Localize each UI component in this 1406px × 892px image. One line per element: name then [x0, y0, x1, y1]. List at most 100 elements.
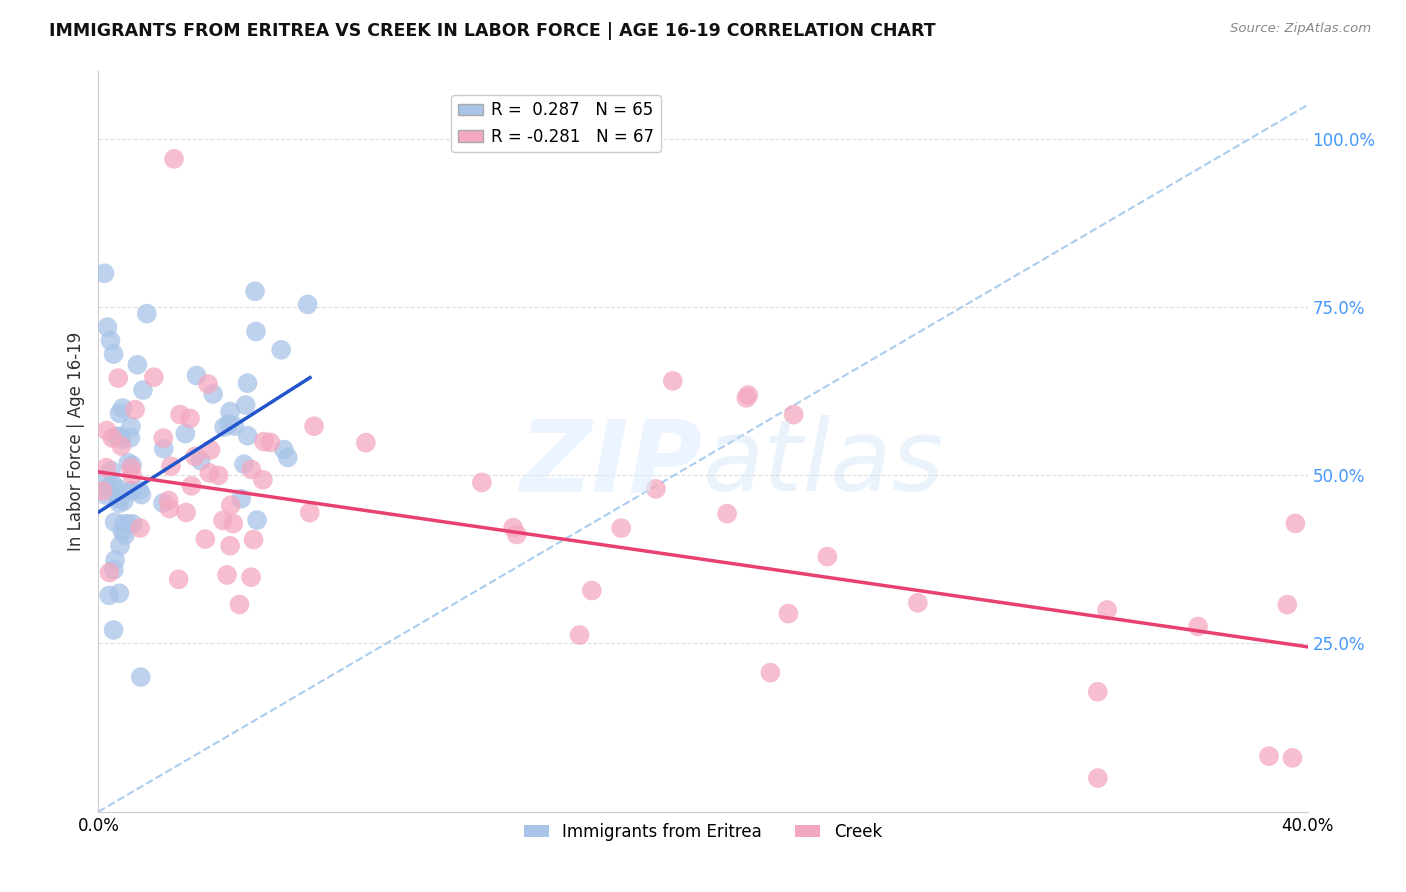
Point	[94, 488, 117, 502]
Point	[107, 491, 129, 506]
Point	[121, 483, 143, 498]
Point	[200, 442, 222, 457]
Point	[246, 513, 269, 527]
Point	[568, 628, 591, 642]
Y-axis label: In Labor Force | Age 16-19: In Labor Force | Age 16-19	[66, 332, 84, 551]
Point	[120, 419, 142, 434]
Point	[112, 494, 135, 508]
Point	[157, 493, 180, 508]
Point	[121, 467, 143, 482]
Point	[218, 417, 240, 431]
Point	[93, 266, 115, 280]
Point	[111, 401, 134, 415]
Point	[215, 568, 238, 582]
Point	[778, 607, 800, 621]
Point	[108, 496, 131, 510]
Point	[121, 483, 143, 498]
Point	[121, 516, 143, 531]
Point	[104, 553, 127, 567]
Point	[298, 506, 321, 520]
Point	[104, 429, 127, 443]
Point	[253, 434, 276, 449]
Point	[142, 370, 165, 384]
Point	[159, 501, 181, 516]
Point	[129, 670, 152, 684]
Point	[110, 439, 132, 453]
Point	[190, 453, 212, 467]
Point	[128, 483, 150, 498]
Point	[135, 307, 157, 321]
Point	[645, 482, 668, 496]
Point	[117, 456, 139, 470]
Point	[231, 491, 253, 506]
Point	[120, 431, 142, 445]
Point	[127, 358, 149, 372]
Point	[506, 527, 529, 541]
Point	[108, 429, 131, 443]
Point	[186, 368, 208, 383]
Point	[103, 347, 125, 361]
Point	[273, 442, 295, 457]
Point	[163, 152, 186, 166]
Point	[1284, 516, 1306, 531]
Point	[212, 420, 235, 434]
Point	[180, 479, 202, 493]
Point	[96, 460, 118, 475]
Point	[233, 457, 256, 471]
Point	[103, 478, 125, 492]
Point	[108, 406, 131, 420]
Point	[104, 515, 127, 529]
Point	[224, 419, 246, 434]
Point	[243, 285, 266, 299]
Point	[212, 513, 235, 527]
Point	[1277, 598, 1299, 612]
Point	[101, 431, 124, 445]
Legend: Immigrants from Eritrea, Creek: Immigrants from Eritrea, Creek	[517, 816, 889, 847]
Point	[471, 475, 494, 490]
Point	[236, 429, 259, 443]
Point	[152, 496, 174, 510]
Point	[240, 570, 263, 584]
Point	[107, 371, 129, 385]
Point	[108, 586, 131, 600]
Point	[236, 376, 259, 391]
Text: Source: ZipAtlas.com: Source: ZipAtlas.com	[1230, 22, 1371, 36]
Point	[228, 598, 250, 612]
Point	[97, 481, 120, 495]
Point	[302, 419, 325, 434]
Point	[121, 458, 143, 472]
Point	[240, 462, 263, 476]
Point	[91, 483, 114, 498]
Point	[1187, 619, 1209, 633]
Point	[93, 474, 115, 488]
Point	[219, 404, 242, 418]
Text: ZIP: ZIP	[520, 416, 703, 512]
Point	[759, 665, 782, 680]
Text: IMMIGRANTS FROM ERITREA VS CREEK IN LABOR FORCE | AGE 16-19 CORRELATION CHART: IMMIGRANTS FROM ERITREA VS CREEK IN LABO…	[49, 22, 936, 40]
Point	[153, 442, 176, 456]
Point	[96, 320, 118, 334]
Point	[815, 549, 838, 564]
Point	[581, 583, 603, 598]
Point	[152, 431, 174, 445]
Point	[117, 516, 139, 531]
Point	[129, 521, 152, 535]
Point	[120, 460, 142, 475]
Point	[169, 408, 191, 422]
Point	[207, 468, 229, 483]
Point	[98, 589, 121, 603]
Point	[610, 521, 633, 535]
Point	[114, 528, 136, 542]
Point	[112, 516, 135, 531]
Point	[100, 464, 122, 478]
Point	[108, 491, 131, 505]
Point	[1258, 749, 1281, 764]
Point	[661, 374, 683, 388]
Point	[160, 459, 183, 474]
Point	[107, 482, 129, 496]
Point	[1095, 603, 1118, 617]
Point	[96, 424, 118, 438]
Point	[132, 383, 155, 397]
Point	[252, 473, 274, 487]
Point	[108, 539, 131, 553]
